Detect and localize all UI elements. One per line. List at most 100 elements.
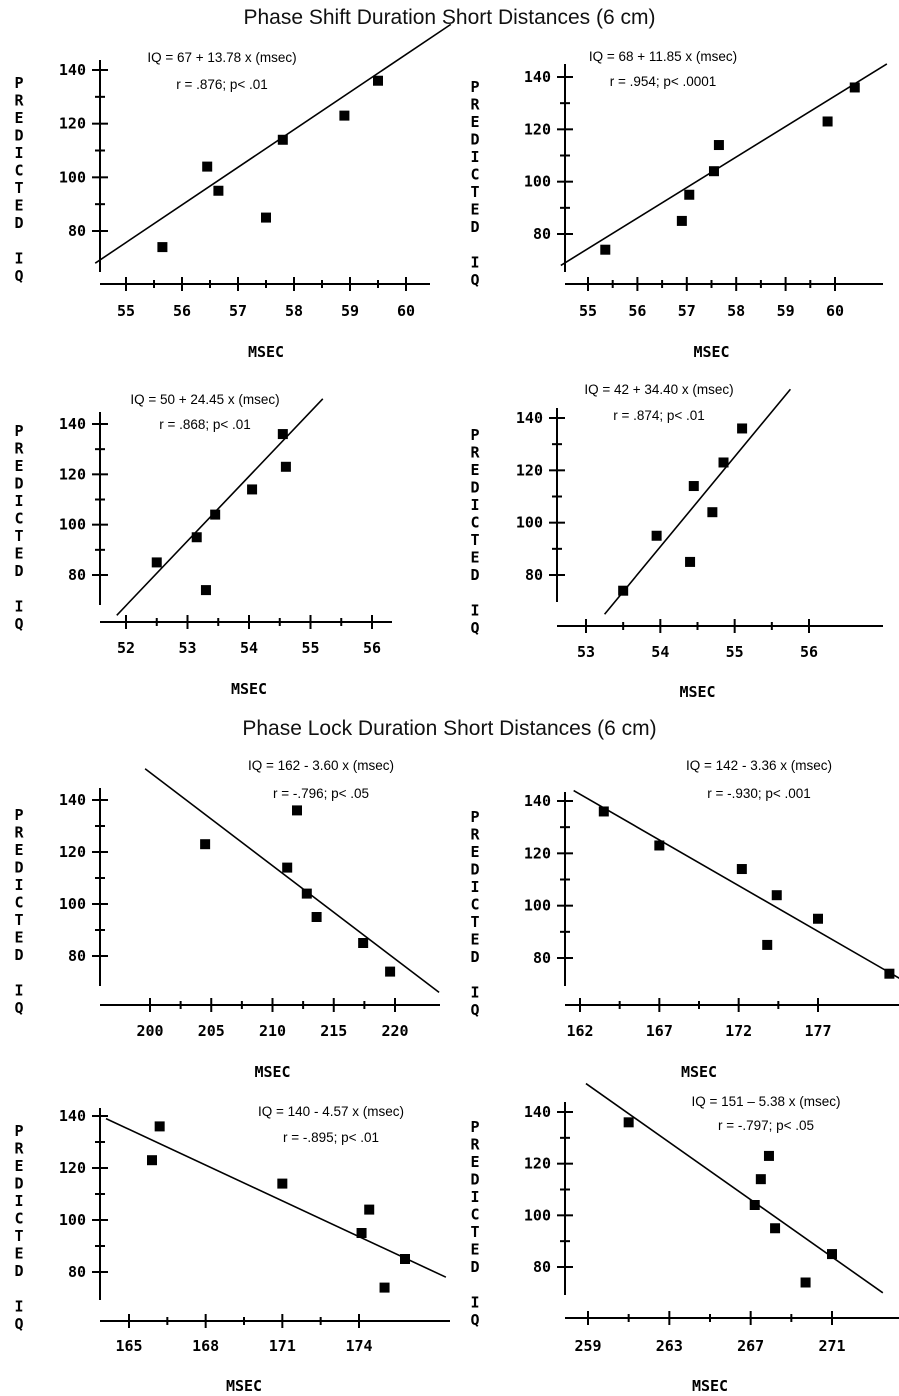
data-point: [822, 116, 833, 127]
data-point: [157, 242, 168, 253]
data-point: [277, 1178, 288, 1189]
y-tick-label: 140: [59, 791, 86, 809]
x-axis-label: MSEC: [254, 1063, 290, 1081]
data-point: [292, 805, 302, 816]
y-tick-label: 80: [533, 225, 551, 243]
x-tick-label: 53: [178, 639, 196, 657]
x-tick-label: 172: [725, 1022, 752, 1040]
data-point: [200, 839, 211, 850]
data-point: [282, 862, 293, 873]
data-point: [311, 912, 322, 922]
data-point: [277, 134, 288, 145]
regression-line: [585, 1082, 884, 1294]
data-point: [358, 938, 369, 948]
x-tick-label: 59: [341, 302, 359, 320]
x-tick-label: 55: [301, 639, 319, 657]
regression-equation: IQ = 162 - 3.60 x (msec): [248, 758, 394, 773]
chart-panel-2: 55 56 57 58 59 60 80 100 120 140 MSEC P R E D I C T E D I Q IQ…: [470, 49, 888, 361]
data-point: [623, 1117, 634, 1128]
x-axis-label: MSEC: [231, 680, 267, 698]
x-tick-label: 55: [117, 302, 135, 320]
data-point: [277, 429, 288, 440]
data-point: [339, 110, 350, 121]
y-tick-label: 100: [524, 173, 551, 191]
x-tick-label: 56: [363, 639, 381, 657]
data-point: [771, 890, 782, 901]
data-point: [385, 966, 396, 977]
x-tick-label: 162: [566, 1022, 593, 1040]
x-axis-label: MSEC: [692, 1377, 728, 1395]
regression-line: [573, 789, 899, 979]
data-point: [280, 461, 291, 472]
y-tick-label: 140: [59, 1107, 86, 1125]
data-point: [210, 509, 221, 520]
y-tick-label: 100: [59, 895, 86, 913]
data-point: [708, 166, 719, 177]
y-tick-label: 80: [68, 947, 86, 965]
chart-panel-6: 162 167 172 177 80 100 120 140 MSEC P R E D I C T E D I Q IQ…: [470, 758, 899, 1081]
x-tick-label: 174: [345, 1337, 372, 1355]
regression-line: [94, 23, 452, 264]
x-tick-label: 57: [678, 302, 696, 320]
y-tick-label: 80: [533, 949, 551, 967]
y-tick-label: 100: [59, 1211, 86, 1229]
data-point: [884, 968, 895, 979]
data-point: [707, 507, 718, 518]
data-point: [737, 423, 748, 434]
data-point: [379, 1282, 390, 1293]
data-point: [247, 484, 258, 495]
x-tick-label: 55: [726, 643, 744, 661]
regression-line: [105, 1117, 447, 1278]
x-tick-label: 56: [173, 302, 191, 320]
y-tick-label: 120: [524, 1155, 551, 1173]
regression-equation: IQ = 140 - 4.57 x (msec): [258, 1104, 404, 1119]
regression-line: [116, 398, 324, 616]
data-point: [191, 532, 202, 543]
data-point: [755, 1174, 766, 1185]
x-tick-label: 215: [320, 1022, 347, 1040]
data-point: [301, 888, 312, 899]
y-tick-label: 140: [59, 61, 86, 79]
data-point: [749, 1200, 760, 1210]
correlation-stats: r = -.930; p< .001: [707, 786, 811, 801]
x-tick-label: 271: [818, 1337, 845, 1355]
x-tick-label: 263: [656, 1337, 683, 1355]
data-point: [800, 1277, 811, 1288]
regression-equation: IQ = 142 - 3.36 x (msec): [686, 758, 832, 773]
x-tick-label: 60: [826, 302, 844, 320]
data-point: [770, 1223, 781, 1234]
y-tick-label: 100: [524, 897, 551, 915]
y-tick-label: 80: [533, 1258, 551, 1276]
y-tick-label: 120: [59, 843, 86, 861]
data-point: [813, 913, 823, 924]
x-tick-label: 58: [285, 302, 303, 320]
data-point: [684, 189, 695, 200]
y-tick-label: 120: [59, 115, 86, 133]
x-axis-label: MSEC: [693, 343, 729, 361]
y-tick-label: 100: [59, 168, 86, 186]
x-tick-label: 200: [136, 1022, 163, 1040]
x-tick-label: 54: [651, 643, 669, 661]
chart-panel-8: 259 263 267 271 80 100 120 140 MSEC P R E D I C T E D I Q IQ…: [470, 1082, 899, 1395]
y-tick-label: 140: [524, 792, 551, 810]
x-axis-label: MSEC: [248, 343, 284, 361]
regression-equation: IQ = 42 + 34.40 x (msec): [584, 382, 733, 397]
data-point: [763, 1150, 774, 1161]
regression-line: [560, 63, 888, 267]
x-axis-label: MSEC: [679, 683, 715, 701]
data-point: [762, 939, 773, 950]
x-tick-label: 60: [397, 302, 415, 320]
y-tick-label: 120: [59, 1159, 86, 1177]
y-tick-label: 120: [524, 844, 551, 862]
